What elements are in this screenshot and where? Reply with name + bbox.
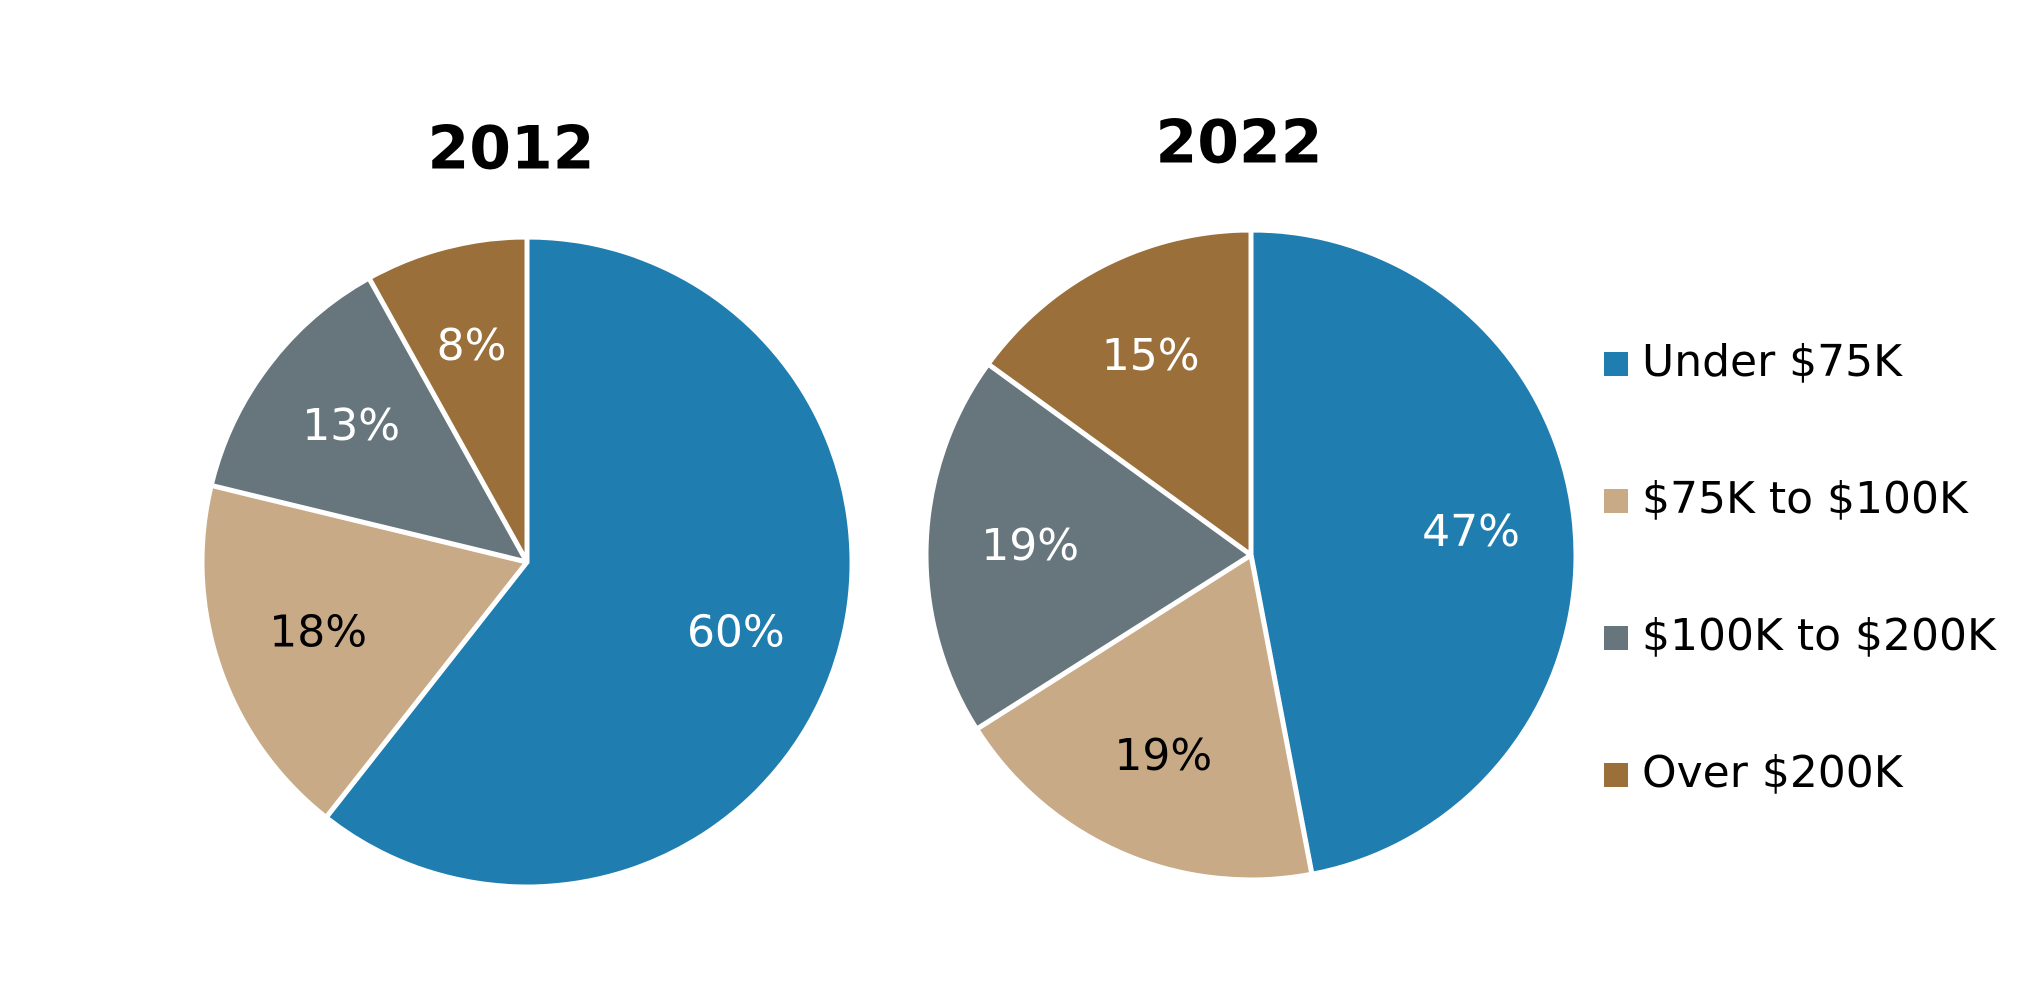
legend-label: $100K to $200K: [1642, 610, 1997, 661]
pie-slice: [366, 234, 530, 565]
pie-slice: [208, 275, 530, 565]
data-label: 19%: [981, 520, 1079, 571]
chart-title: 2022: [1156, 108, 1323, 178]
data-label: 60%: [687, 606, 785, 657]
chart-title: 2012: [428, 114, 595, 184]
data-label: 15%: [1102, 330, 1200, 381]
pie-slice: [923, 361, 1254, 732]
data-label: 19%: [1114, 730, 1212, 781]
pie-slice: [974, 552, 1315, 883]
data-label: 47%: [1422, 506, 1520, 557]
data-label: 8%: [437, 320, 507, 371]
data-label: 13%: [302, 400, 400, 451]
pie-slice: [323, 234, 855, 890]
legend-label: $75K to $100K: [1642, 473, 1969, 524]
legend-swatch: [1604, 352, 1628, 376]
data-label: 18%: [269, 606, 367, 657]
legend-swatch: [1604, 763, 1628, 787]
pie-slice: [199, 482, 530, 820]
pie-slice: [985, 227, 1254, 558]
legend-swatch: [1604, 489, 1628, 513]
pie-slice: [1248, 227, 1579, 877]
legend-label: Under $75K: [1642, 336, 1903, 387]
legend-swatch: [1604, 626, 1628, 650]
legend-label: Over $200K: [1642, 747, 1904, 798]
